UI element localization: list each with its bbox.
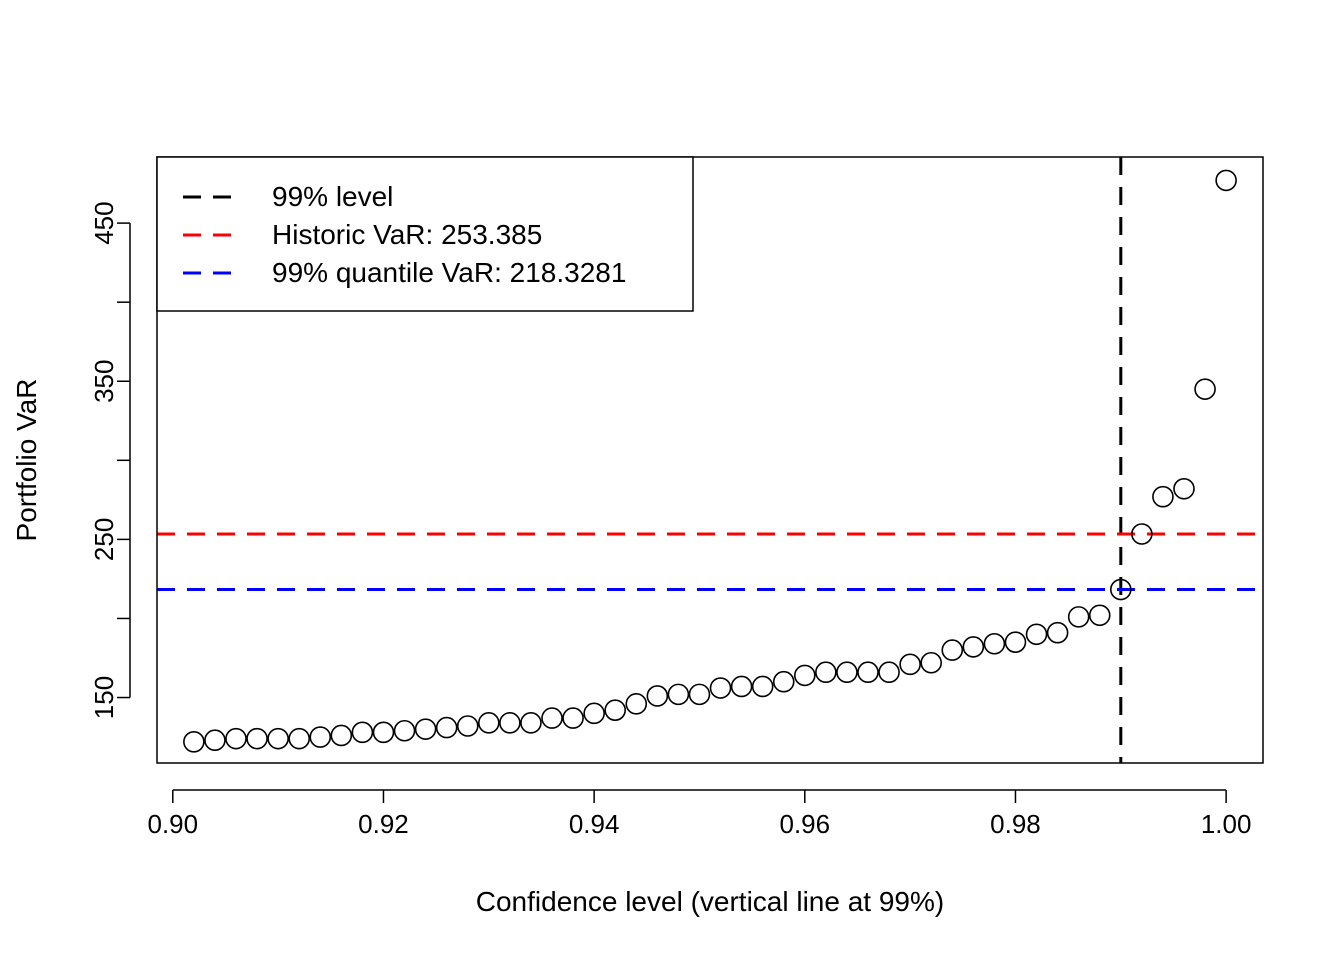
data-point — [730, 675, 753, 698]
data-point — [1152, 485, 1174, 508]
data-point — [435, 716, 458, 739]
data-point — [983, 632, 1006, 655]
data-point — [393, 719, 416, 742]
y-tick-label: 150 — [89, 676, 119, 719]
data-point — [541, 707, 563, 729]
x-tick-label: 0.92 — [358, 809, 409, 839]
plot-frame — [156, 156, 1264, 764]
data-point — [414, 718, 437, 740]
data-point — [309, 726, 332, 748]
data-point — [1194, 378, 1216, 400]
data-point — [688, 683, 711, 706]
data-point — [878, 661, 900, 684]
data-point — [520, 712, 542, 734]
legend-label-2: 99% quantile VaR: 218.3281 — [272, 257, 626, 288]
data-point — [499, 712, 521, 734]
data-point — [625, 693, 648, 715]
data-point — [1025, 623, 1048, 646]
data-point — [183, 731, 205, 753]
data-point — [604, 699, 627, 721]
x-tick-label: 0.94 — [569, 809, 620, 839]
data-point — [1110, 578, 1132, 601]
data-point — [288, 727, 311, 750]
y-axis: 150 250 350 450 — [89, 201, 131, 719]
x-tick-label: 1.00 — [1201, 809, 1252, 839]
y-tick-label: 250 — [89, 518, 119, 561]
data-point — [1004, 631, 1027, 653]
data-point — [225, 727, 247, 750]
data-point — [267, 727, 289, 750]
legend-label-1: Historic VaR: 253.385 — [272, 219, 542, 250]
plot-marks — [157, 157, 1263, 763]
data-point — [1131, 523, 1153, 545]
data-point — [351, 721, 374, 744]
data-point — [246, 727, 268, 750]
data-point — [456, 715, 479, 737]
x-tick-label: 0.90 — [147, 809, 198, 839]
data-point — [899, 653, 921, 676]
data-point — [667, 683, 690, 706]
legend: 99% level Historic VaR: 253.385 99% quanti… — [156, 156, 694, 312]
data-point — [793, 664, 816, 687]
data-point — [372, 721, 395, 744]
y-axis-title: Portfolio VaR — [11, 379, 42, 542]
data-point — [1215, 169, 1237, 192]
data-point — [941, 639, 964, 661]
data-point — [1088, 604, 1111, 627]
y-tick-label: 350 — [89, 360, 119, 403]
data-point — [646, 685, 669, 707]
x-tick-label: 0.96 — [779, 809, 830, 839]
data-point — [583, 702, 605, 725]
legend-label-0: 99% level — [272, 181, 393, 212]
data-point — [1067, 606, 1090, 628]
data-point — [772, 670, 795, 693]
data-point — [477, 712, 500, 734]
data-point — [1173, 477, 1195, 500]
data-point — [330, 724, 353, 747]
data-point — [1046, 621, 1069, 644]
data-point — [815, 661, 837, 684]
x-axis-title: Confidence level (vertical line at 99%) — [476, 886, 944, 917]
data-point — [709, 677, 732, 699]
data-point — [562, 707, 584, 729]
data-point — [857, 661, 879, 684]
legend-box — [156, 156, 694, 312]
y-tick-label: 450 — [89, 201, 119, 244]
data-point — [836, 661, 858, 684]
data-point — [751, 675, 774, 698]
x-tick-label: 0.98 — [990, 809, 1041, 839]
data-point — [962, 636, 985, 658]
data-point — [204, 729, 226, 752]
x-axis: 0.90 0.92 0.94 0.96 0.98 1.00 — [147, 789, 1252, 839]
data-point — [920, 651, 943, 674]
